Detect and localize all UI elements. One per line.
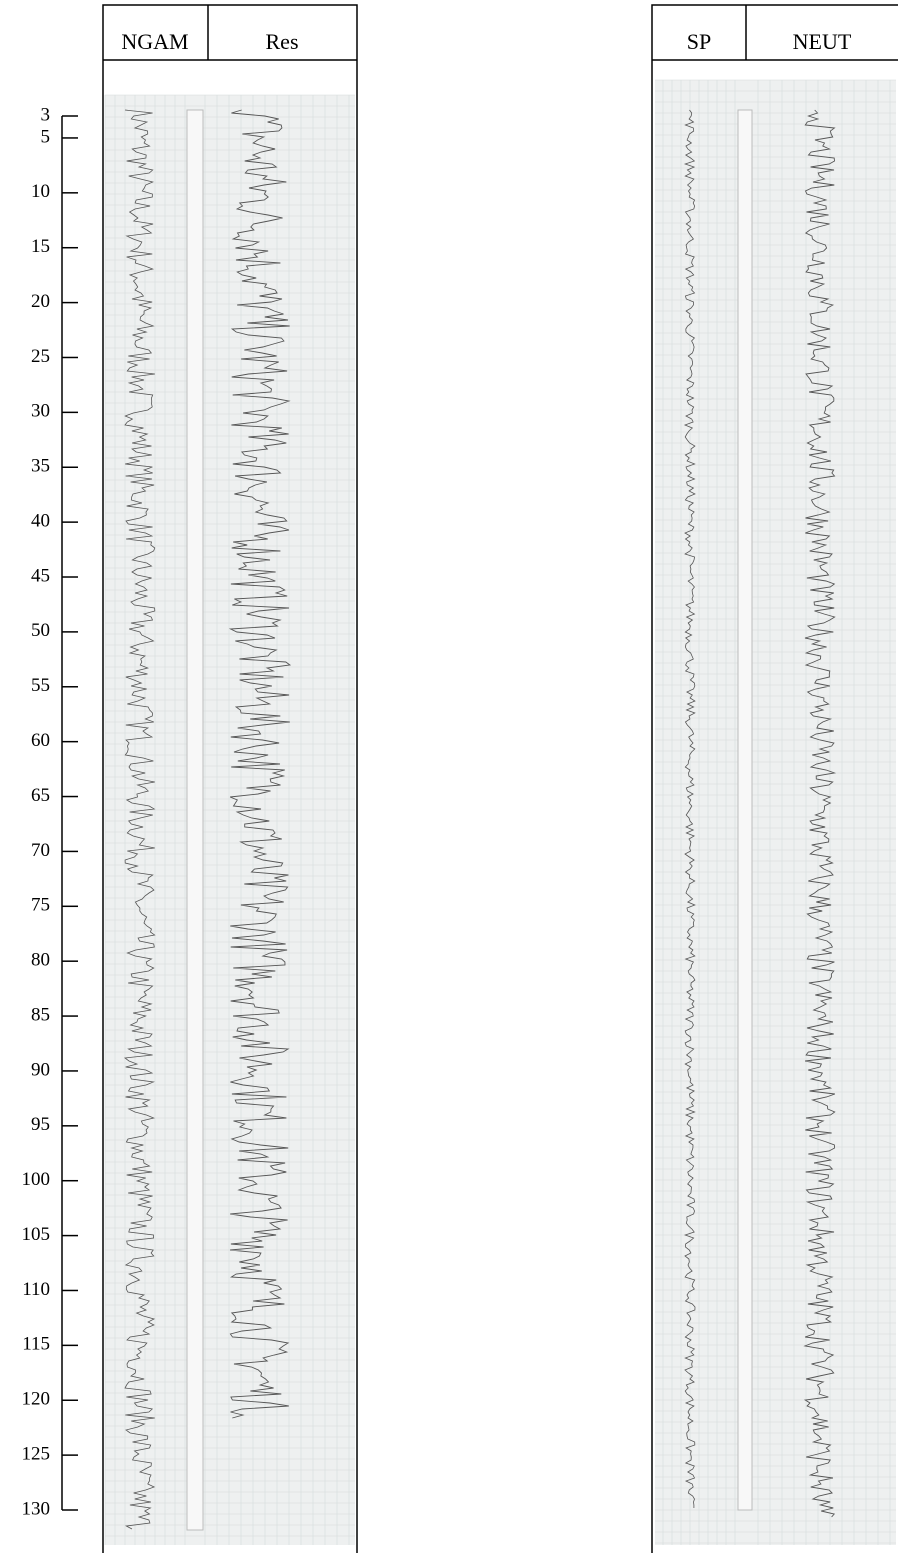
left-panel-frame: [102, 4, 358, 1553]
track-header: NGAM: [121, 29, 188, 54]
tick-label: 85: [31, 1004, 50, 1025]
tick-label: 35: [31, 456, 50, 477]
right-panel-frame: [651, 4, 898, 1553]
tick-label: 40: [31, 510, 50, 531]
tick-label: 15: [31, 236, 50, 257]
tick-label: 30: [31, 401, 50, 422]
tick-label: 110: [22, 1279, 50, 1300]
scan-trace: [803, 109, 837, 1518]
log-scans: [104, 79, 896, 1545]
tick-label: 75: [31, 895, 50, 916]
track-header: NEUT: [793, 29, 852, 54]
tick-label: 60: [31, 730, 50, 751]
tick-label: 70: [31, 840, 50, 861]
tick-label: 115: [22, 1334, 50, 1355]
tick-label: 120: [22, 1389, 51, 1410]
track-header: Res: [266, 29, 299, 54]
depth-strip: [186, 109, 204, 1531]
tick-label: 55: [31, 675, 50, 696]
tick-label: 90: [31, 1059, 50, 1080]
scan-trace: [228, 109, 292, 1419]
tick-label: 95: [31, 1114, 50, 1135]
scan-paper: [105, 95, 355, 1545]
tick-label: 100: [22, 1169, 51, 1190]
scan-trace: [123, 109, 156, 1530]
tick-label: 65: [31, 785, 50, 806]
tick-label: 5: [41, 126, 51, 147]
tick-label: 10: [31, 181, 50, 202]
tick-label: 45: [31, 565, 50, 586]
tick-label: 125: [22, 1443, 51, 1464]
tick-label: 25: [31, 346, 50, 367]
tick-label: 105: [22, 1224, 51, 1245]
depth-strip: [737, 109, 753, 1511]
tick-label: 80: [31, 950, 50, 971]
scan-trace: [683, 109, 696, 1508]
depth-axis: 35 10 15 20 25 30 35 40 45 50 55 60 65 70 75 80 85 90 95 10…: [22, 104, 78, 1519]
tick-label: 20: [31, 291, 50, 312]
tick-label: 50: [31, 620, 50, 641]
track-header: SP: [687, 29, 711, 54]
tick-label: 130: [22, 1498, 51, 1519]
tick-label: 3: [41, 104, 51, 125]
